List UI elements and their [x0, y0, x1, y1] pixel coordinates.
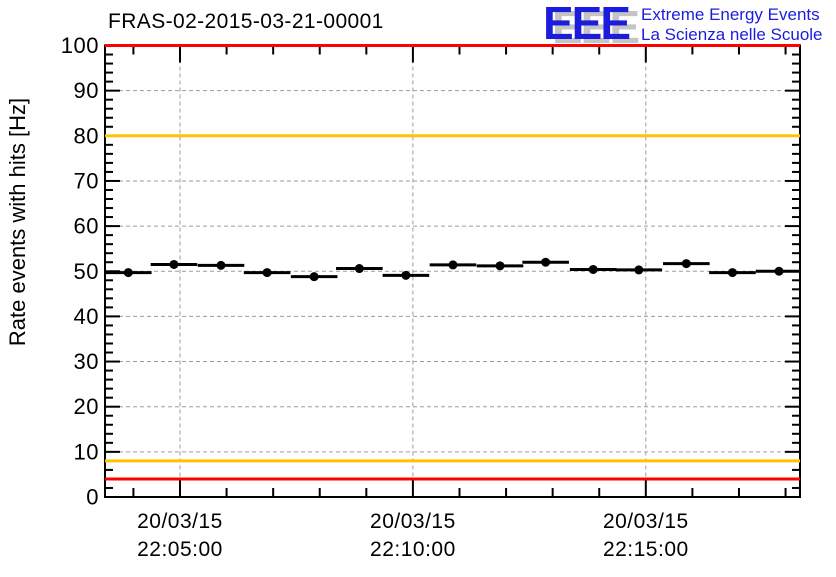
eee-logo-acronym: EEE [543, 0, 631, 49]
data-point [634, 265, 644, 275]
eee-logo: EEE Extreme Energy Events La Scienza nel… [543, 0, 823, 49]
y-axis-title: Rate events with hits [Hz] [5, 97, 30, 347]
x-tick-label-time: 22:10:00 [370, 538, 456, 561]
data-point [588, 264, 598, 274]
data-point [309, 272, 319, 282]
data-point [262, 268, 272, 278]
y-tick-label: 0 [86, 485, 99, 510]
y-tick-label: 40 [74, 304, 99, 329]
data-point [681, 259, 691, 269]
y-tick-label: 70 [74, 168, 99, 193]
y-tick-label: 60 [74, 214, 99, 239]
y-tick-label: 80 [74, 123, 99, 148]
data-point [727, 268, 737, 278]
x-tick-label-date: 20/03/15 [137, 510, 223, 533]
data-point [448, 260, 458, 270]
data-point [774, 266, 784, 276]
eee-logo-line1: Extreme Energy Events [641, 5, 820, 24]
data-point [495, 261, 505, 271]
data-point [541, 257, 551, 267]
x-tick-label-date: 20/03/15 [603, 510, 689, 533]
data-point [401, 270, 411, 280]
y-tick-label: 50 [74, 259, 99, 284]
y-tick-label: 20 [74, 394, 99, 419]
x-tick-label-time: 22:15:00 [603, 538, 689, 561]
data-point [354, 264, 364, 274]
y-tick-label: 100 [61, 33, 99, 58]
y-tick-label: 30 [74, 349, 99, 374]
y-tick-label: 10 [74, 439, 99, 464]
y-tick-label: 90 [74, 78, 99, 103]
x-tick-label-time: 22:05:00 [137, 538, 223, 561]
chart-title: FRAS-02-2015-03-21-00001 [108, 10, 384, 33]
data-point [216, 260, 226, 270]
data-point [123, 268, 133, 278]
eee-logo-line2: La Scienza nelle Scuole [641, 25, 823, 44]
data-point [169, 259, 179, 269]
x-tick-label-date: 20/03/15 [370, 510, 456, 533]
eee-logo-text: Extreme Energy Events La Scienza nelle S… [641, 5, 822, 45]
